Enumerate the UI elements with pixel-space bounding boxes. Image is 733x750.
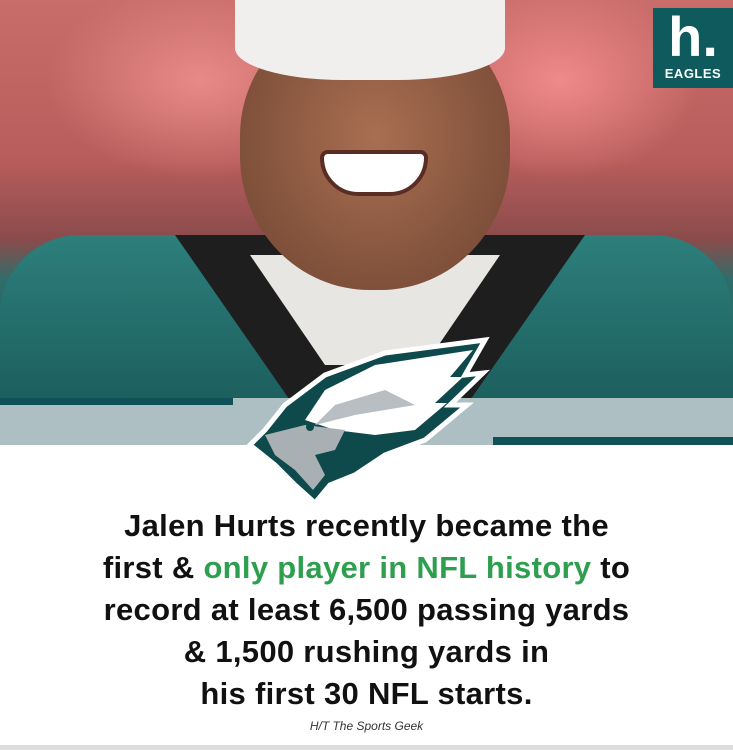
player-photo (0, 0, 733, 400)
brand-logo: h. EAGLES (653, 8, 733, 88)
headline-line-1: Jalen Hurts recently became the (124, 508, 609, 543)
brand-logo-label: EAGLES (664, 66, 722, 81)
headline-line-4: & 1,500 rushing yards in (183, 634, 550, 669)
brand-logo-mark: h. (668, 5, 718, 68)
headline-line-2: first & only player in NFL history to (0, 547, 733, 589)
headline-line-2-pre: first & (102, 550, 204, 585)
credit-text: H/T The Sports Geek (309, 719, 424, 733)
bottom-divider (0, 745, 733, 750)
headline-line-3: record at least 6,500 passing yards (103, 592, 630, 627)
headline-line-5: his first 30 NFL starts. (200, 676, 533, 711)
eagles-logo-icon (246, 336, 490, 505)
headline-highlight: only player in NFL history (203, 550, 592, 585)
teal-stripe-right (493, 437, 733, 445)
headline-line-2-post: to (591, 550, 631, 585)
teal-stripe-left (0, 398, 233, 405)
headline: Jalen Hurts recently became the first & … (0, 505, 733, 715)
headband (235, 0, 505, 80)
